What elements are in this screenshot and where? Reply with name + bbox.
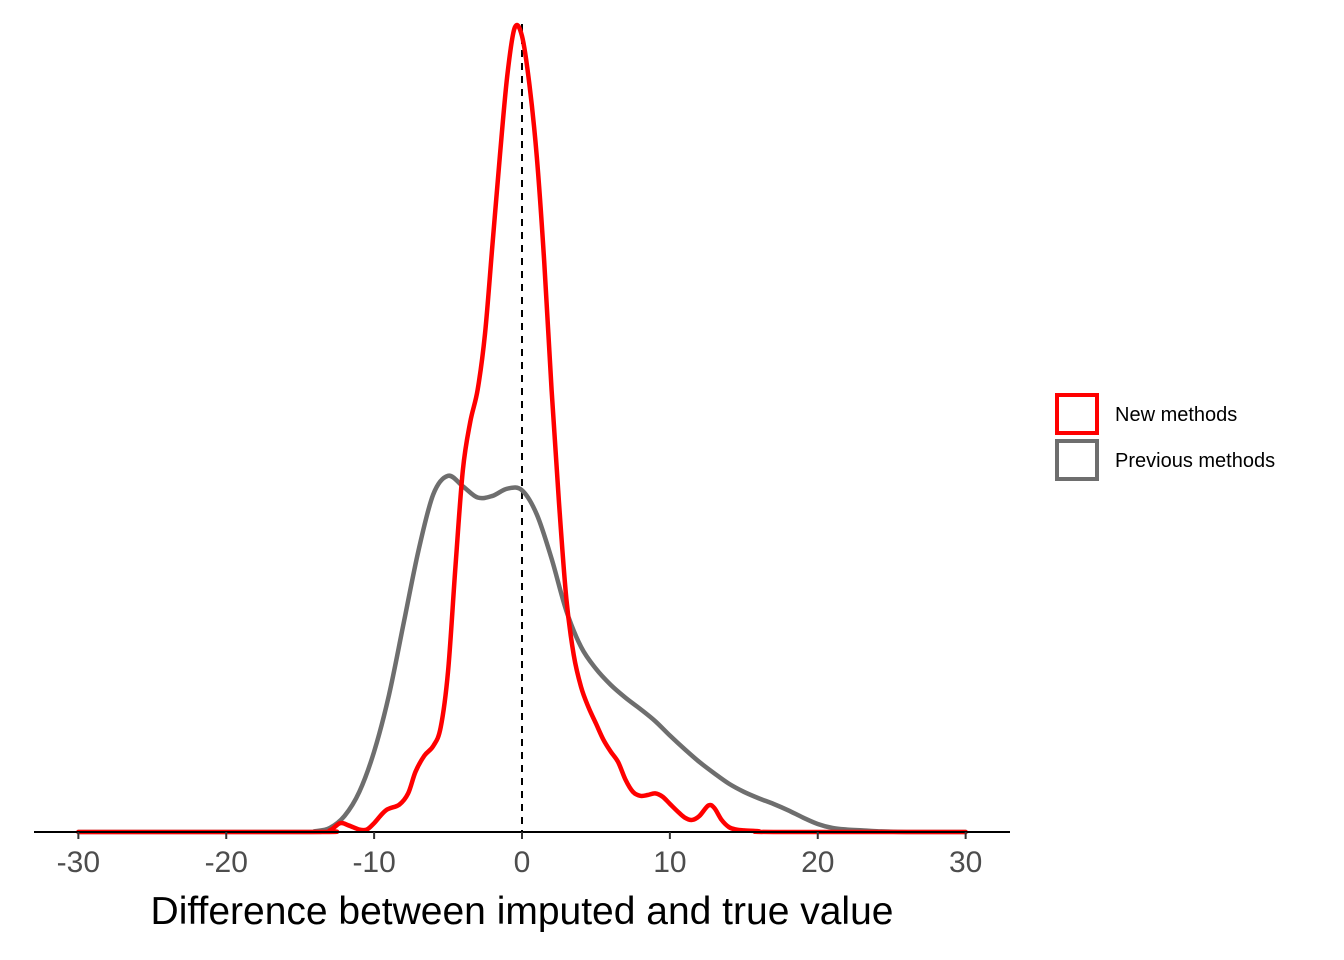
plot-area (76, 22, 968, 835)
x-tick-label: 20 (801, 846, 834, 879)
legend-label-previous-methods: Previous methods (1115, 450, 1275, 472)
legend: New methods Previous methods (1055, 393, 1275, 481)
series-line-new-methods (76, 22, 968, 835)
x-tick-label: 0 (514, 846, 531, 879)
x-tick-label: 30 (949, 846, 982, 879)
legend-key-previous-methods (1055, 439, 1099, 481)
x-tick-label: -20 (205, 846, 248, 879)
x-axis-ticks: -30 -20 -10 0 10 20 30 (57, 832, 982, 879)
legend-label-new-methods: New methods (1115, 404, 1237, 426)
x-axis-title: Difference between imputed and true valu… (151, 890, 894, 933)
x-tick-label: -30 (57, 846, 100, 879)
series-line-previous-methods (76, 473, 968, 835)
x-tick-label: 10 (653, 846, 686, 879)
x-tick-label: -10 (352, 846, 395, 879)
legend-key-new-methods (1055, 393, 1099, 435)
